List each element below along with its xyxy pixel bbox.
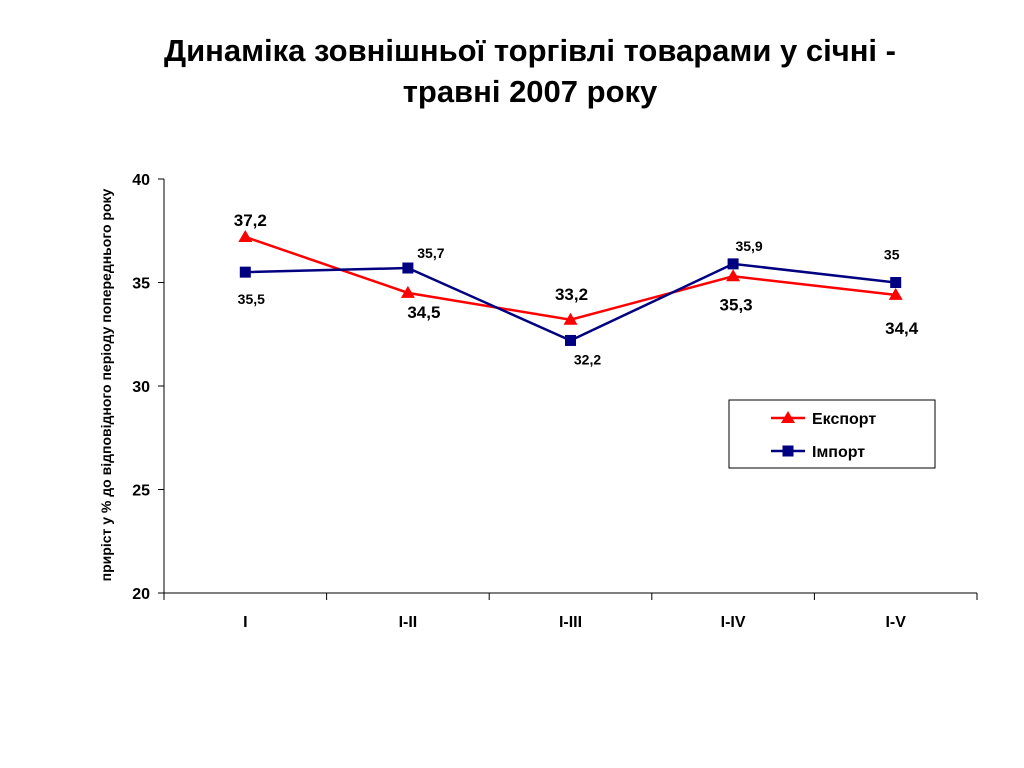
export-marker bbox=[400, 285, 415, 298]
legend-box bbox=[728, 399, 936, 469]
export-series: 37,2 34,5 33,2 35,3 34,4 bbox=[234, 211, 919, 338]
data-label: 33,2 bbox=[555, 285, 588, 304]
data-label: 34,4 bbox=[885, 319, 919, 338]
import-marker bbox=[782, 445, 794, 457]
x-tick-label: I-V bbox=[885, 614, 906, 631]
y-axis-label: приріст у % до відповідного періоду попе… bbox=[98, 188, 114, 581]
import-marker bbox=[239, 266, 251, 278]
x-tick-label: I-III bbox=[559, 614, 582, 631]
data-label: 34,5 bbox=[407, 303, 440, 322]
import-marker bbox=[890, 277, 902, 288]
export-marker bbox=[563, 312, 578, 325]
data-label: 35,3 bbox=[720, 295, 753, 314]
data-label: 32,2 bbox=[574, 351, 601, 367]
chart-title-line1: Динаміка зовнішньої торгівлі товарами у … bbox=[164, 33, 896, 68]
chart-title-line2: травні 2007 року bbox=[402, 74, 658, 109]
data-label: 35,5 bbox=[238, 291, 265, 307]
y-tick-label: 35 bbox=[132, 276, 150, 293]
data-label: 35 bbox=[884, 247, 900, 263]
x-tick-label: I-IV bbox=[721, 614, 746, 631]
y-tick-label: 25 bbox=[132, 483, 150, 500]
export-line bbox=[244, 235, 896, 322]
x-tick-label: I-II bbox=[399, 614, 418, 631]
import-series: 35,5 35,7 32,2 35,9 35 bbox=[238, 238, 902, 367]
chart-axes bbox=[163, 179, 977, 594]
export-marker bbox=[781, 411, 795, 423]
import-marker bbox=[727, 258, 739, 270]
x-axis-ticks: I I-II I-III I-IV I-V bbox=[163, 593, 978, 631]
x-tick-label: I bbox=[243, 614, 247, 631]
legend-label: Експорт bbox=[812, 411, 876, 428]
data-label: 35,7 bbox=[417, 245, 444, 261]
data-label: 35,9 bbox=[735, 238, 762, 254]
export-marker bbox=[726, 269, 741, 282]
export-marker bbox=[888, 287, 903, 300]
chart-title: Динаміка зовнішньої торгівлі товарами у … bbox=[60, 30, 1000, 112]
data-label: 37,2 bbox=[234, 211, 267, 230]
import-marker bbox=[402, 262, 414, 274]
y-tick-label: 40 bbox=[132, 172, 150, 189]
y-tick-label: 30 bbox=[132, 379, 150, 396]
series-group: 37,2 34,5 33,2 35,3 34,4 35,5 35,7 32,2 35,9 35 bbox=[234, 211, 919, 367]
legend-label: Імпорт bbox=[812, 444, 865, 461]
export-marker bbox=[238, 229, 253, 242]
import-marker bbox=[565, 334, 576, 346]
y-axis-ticks: 20 25 30 35 40 bbox=[132, 172, 164, 603]
legend: Експорт Імпорт bbox=[728, 399, 936, 469]
y-tick-label: 20 bbox=[132, 586, 150, 603]
